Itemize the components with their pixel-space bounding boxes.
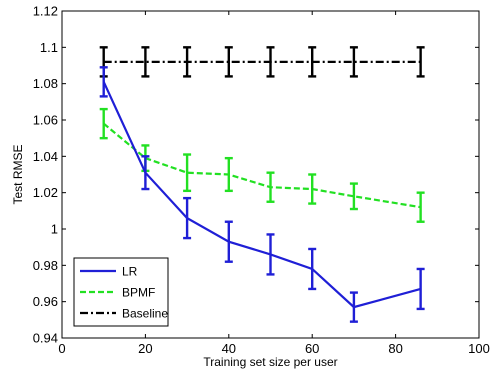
x-tick-labels: 0 20 40 60 80 100 — [58, 341, 489, 356]
y-tick-label: 1.04 — [33, 149, 58, 164]
error-bar-lr — [349, 291, 358, 323]
error-bar-lr — [308, 247, 317, 291]
legend-label-baseline: Baseline — [122, 307, 168, 321]
x-tick-label: 0 — [58, 341, 65, 356]
series-baseline — [99, 46, 425, 78]
series-layer — [99, 46, 425, 323]
x-axis-title: Training set size per user — [203, 355, 337, 369]
error-bar-baseline — [183, 46, 192, 78]
x-tick-label: 60 — [305, 341, 319, 356]
error-bar-lr — [141, 155, 150, 191]
legend-label-bpmf: BPMF — [122, 286, 155, 300]
x-tick-label: 80 — [388, 341, 402, 356]
y-tick-label: 1.02 — [33, 185, 58, 200]
y-tick-label: 1.08 — [33, 76, 58, 91]
error-bar-baseline — [308, 46, 317, 78]
y-tick-label: 1.1 — [40, 40, 58, 55]
error-bar-baseline — [224, 46, 233, 78]
error-bar-bpmf — [308, 173, 317, 205]
error-bar-lr — [266, 233, 275, 276]
error-bar-baseline — [416, 46, 425, 78]
error-bar-bpmf — [224, 156, 233, 193]
legend: LR BPMF Baseline — [73, 257, 169, 327]
error-bar-lr — [183, 196, 192, 240]
error-bar-baseline — [266, 46, 275, 78]
x-tick-label: 100 — [468, 341, 490, 356]
error-bar-lr — [224, 220, 233, 263]
axis-ticks — [61, 10, 480, 339]
x-tick-label: 20 — [138, 341, 152, 356]
legend-label-lr: LR — [122, 265, 138, 279]
x-tick-label: 40 — [222, 341, 236, 356]
error-bar-bpmf — [416, 191, 425, 223]
y-tick-label: 1 — [51, 222, 58, 237]
series-line-lr — [102, 81, 421, 309]
error-bar-baseline — [141, 46, 150, 78]
y-tick-label: 1.12 — [33, 4, 58, 19]
series-lr — [99, 66, 425, 323]
y-tick-labels: 0.94 0.96 0.98 1 1.02 1.04 1.06 1.08 1.1 1.12 — [33, 4, 58, 346]
y-tick-label: 1.06 — [33, 113, 58, 128]
error-bar-lr — [416, 267, 425, 311]
y-tick-label: 0.94 — [33, 331, 58, 346]
error-bar-bpmf — [183, 153, 192, 193]
y-axis-title: Test RMSE — [11, 144, 25, 204]
y-tick-label: 0.96 — [33, 294, 58, 309]
error-bar-bpmf — [266, 171, 275, 203]
error-bar-lr — [99, 66, 108, 98]
error-bar-bpmf — [99, 107, 108, 140]
y-tick-label: 0.98 — [33, 258, 58, 273]
error-bar-baseline — [349, 46, 358, 78]
error-bar-bpmf — [349, 182, 358, 211]
